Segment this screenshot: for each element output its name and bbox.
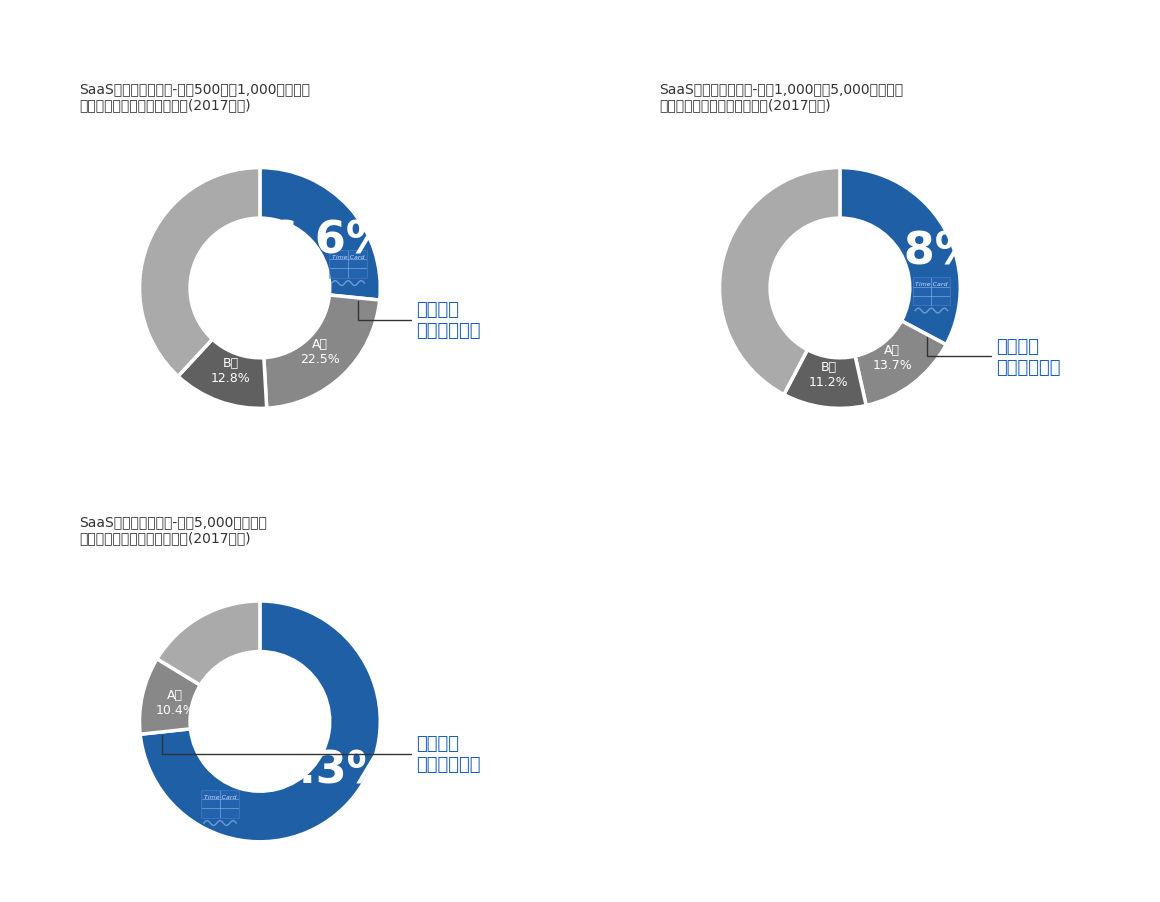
Wedge shape [140,602,380,842]
Text: A社
22.5%: A社 22.5% [300,337,340,365]
Wedge shape [177,340,267,409]
Wedge shape [840,169,960,345]
Wedge shape [157,602,260,686]
Text: Time Card: Time Card [332,254,364,259]
Wedge shape [855,321,947,406]
Text: A社
10.4%: A社 10.4% [155,689,195,717]
Text: SaaS型就業管理市場-年奆1,000億～5,000億円未満
：ベンダー別売上金額シェア(2017年度): SaaS型就業管理市場-年奆1,000億～5,000億円未満 ：ベンダー別売上金… [659,82,904,112]
Wedge shape [139,659,201,734]
Text: SaaS型就業管理市場-年奆5,000億円以上
：ベンダー別売上金額シェア(2017年度): SaaS型就業管理市場-年奆5,000億円以上 ：ベンダー別売上金額シェア(20… [79,515,267,545]
FancyBboxPatch shape [329,251,367,279]
Text: バイバイ
タイムカード: バイバイ タイムカード [161,734,481,773]
Wedge shape [784,350,867,409]
Wedge shape [719,169,840,395]
Wedge shape [260,169,380,300]
Text: 26.6%: 26.6% [237,219,391,262]
FancyBboxPatch shape [913,278,950,306]
Text: バイバイ
タイムカード: バイバイ タイムカード [358,300,481,339]
Text: バイバイ
タイムカード: バイバイ タイムカード [927,337,1061,376]
Text: 32.8%: 32.8% [825,230,979,273]
Text: A社
13.7%: A社 13.7% [872,344,912,372]
FancyBboxPatch shape [202,790,239,818]
Text: Time Card: Time Card [204,794,237,798]
Text: 73.3%: 73.3% [237,749,391,791]
Text: B社
12.8%: B社 12.8% [211,356,251,384]
Text: B社
11.2%: B社 11.2% [809,361,848,389]
Wedge shape [263,296,379,409]
Text: SaaS型就業管理市場-年商500億～1,000億円未満
：ベンダー別売上金額シェア(2017年度): SaaS型就業管理市場-年商500億～1,000億円未満 ：ベンダー別売上金額シ… [79,82,310,112]
Text: Time Card: Time Card [915,281,948,287]
Wedge shape [139,169,260,377]
